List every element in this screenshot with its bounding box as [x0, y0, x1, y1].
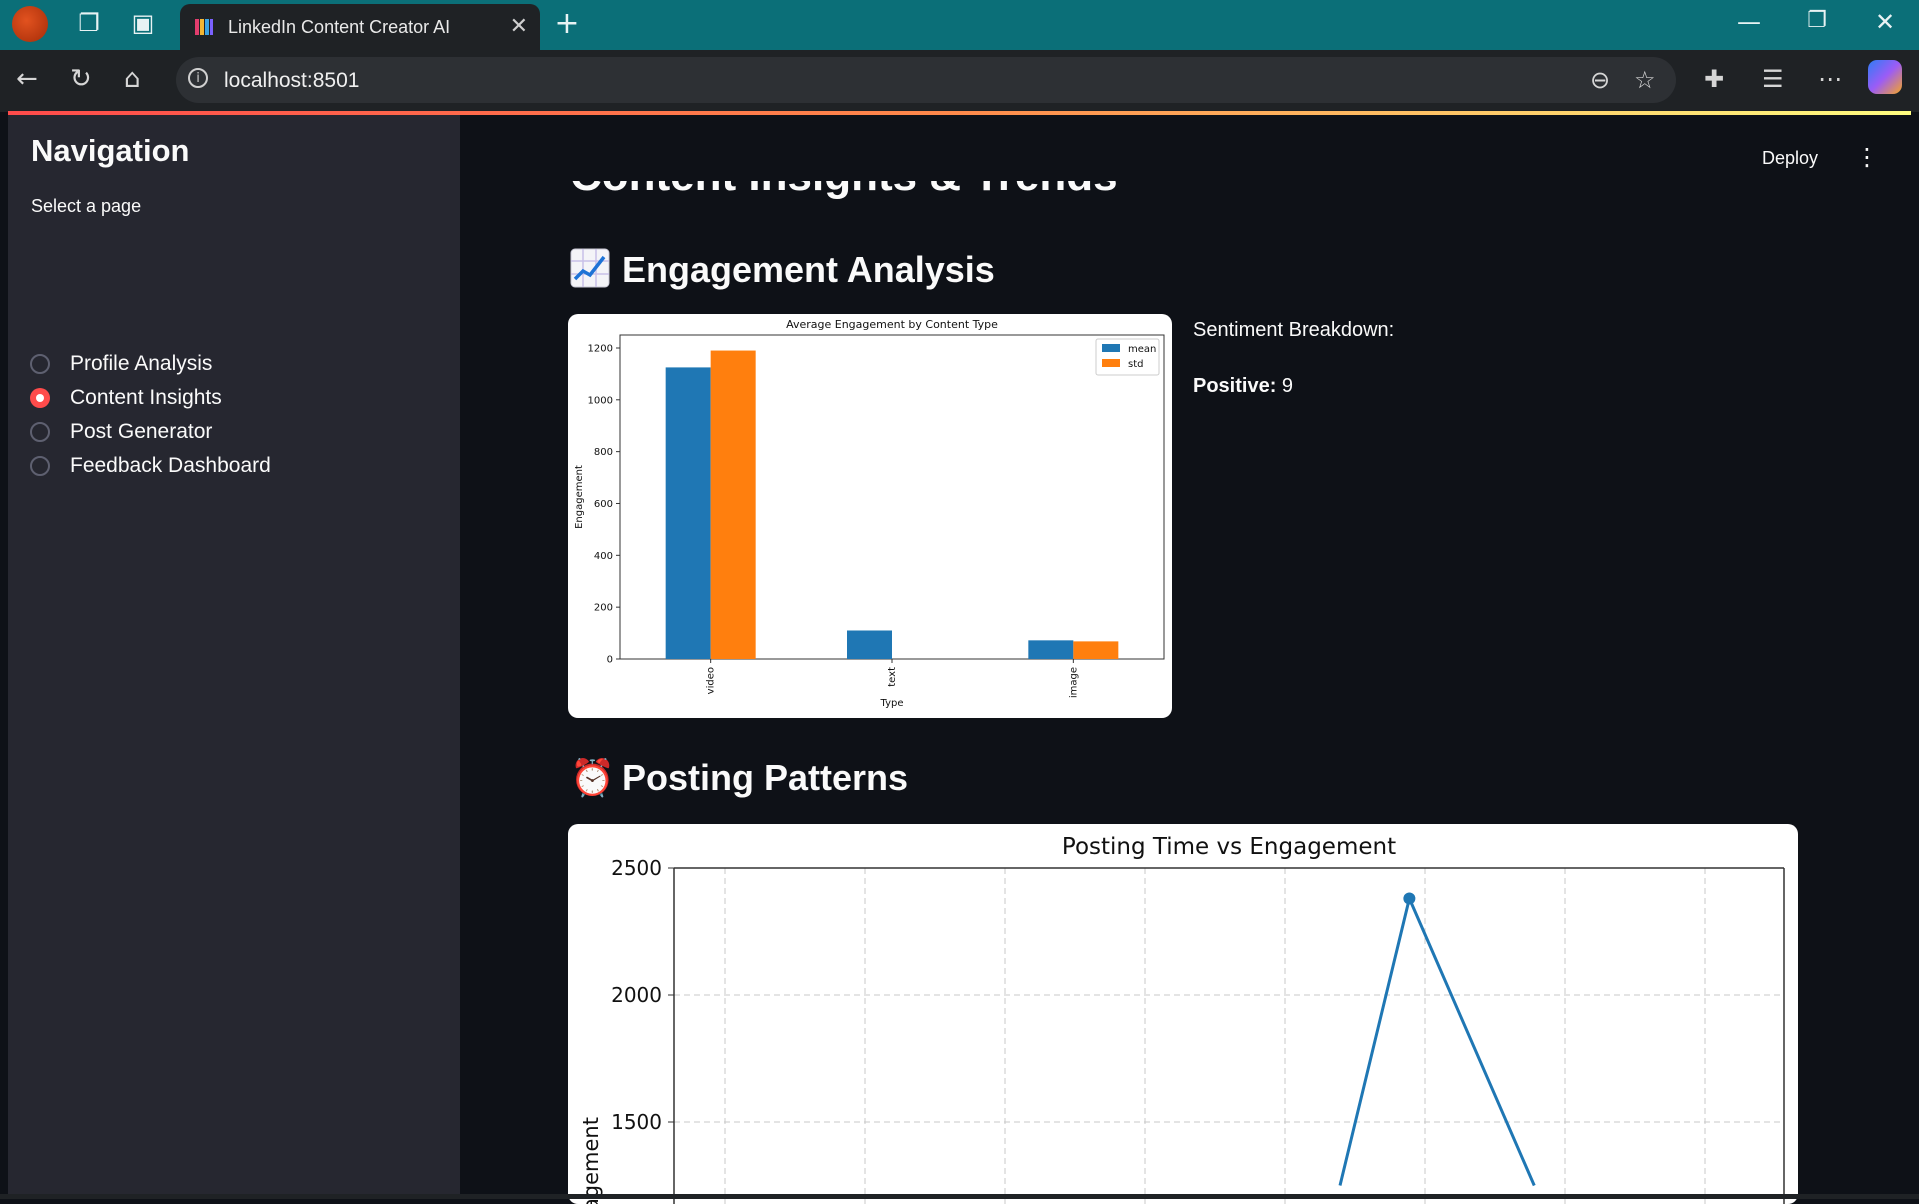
y-tick-label: 1200 [588, 343, 613, 354]
x-tick-label: text [887, 667, 898, 687]
radio-button-selected[interactable] [30, 388, 50, 408]
sidebar [8, 115, 460, 1194]
sentiment-positive: Positive: 9 [1193, 375, 1293, 398]
radio-label[interactable]: Content Insights [70, 386, 222, 409]
engagement-section-title: Engagement Analysis [570, 248, 995, 291]
sentiment-title: Sentiment Breakdown: [1193, 319, 1395, 341]
app-decoration-bar [8, 111, 1911, 115]
radio-button[interactable] [30, 456, 50, 476]
radio-button[interactable] [30, 354, 50, 374]
chart-increasing-icon [570, 248, 610, 288]
url-text[interactable]: localhost:8501 [224, 69, 360, 92]
radio-label[interactable]: Post Generator [70, 420, 213, 443]
sentiment-positive-label: Positive: [1193, 375, 1277, 397]
minimize-icon[interactable]: — [1737, 8, 1761, 36]
x-axis-label: Type [880, 698, 904, 709]
legend-swatch-std [1102, 359, 1120, 367]
radio-button[interactable] [30, 422, 50, 442]
bar-mean-text [847, 630, 892, 659]
close-window-icon[interactable]: ✕ [1874, 8, 1896, 36]
window-bottom-edge [0, 1194, 1919, 1199]
browser-tab[interactable]: LinkedIn Content Creator AI ✕ [180, 4, 540, 50]
profile-avatar[interactable] [12, 6, 48, 42]
y-axis-label: Engagement [574, 465, 585, 529]
y-tick-label: 2000 [611, 983, 662, 1007]
page-select-label: Select a page [31, 196, 142, 216]
y-tick-label: 2500 [611, 856, 662, 880]
copilot-icon[interactable] [1868, 60, 1902, 94]
posting-section-title: ⏰ Posting Patterns [570, 757, 908, 799]
favicon-icon [195, 19, 213, 35]
chart-title: Average Engagement by Content Type [786, 318, 998, 331]
posting-title-text: Posting Patterns [622, 757, 909, 798]
new-tab-icon[interactable]: + [554, 6, 580, 41]
y-axis-label: Engagement [579, 1117, 603, 1204]
reload-icon[interactable]: ↻ [70, 64, 92, 94]
more-icon[interactable]: ⋯ [1818, 65, 1842, 93]
favorite-star-icon[interactable]: ☆ [1634, 66, 1656, 94]
posting-line-chart: Posting Time vs Engagement Engagement 1500… [579, 834, 1785, 1204]
posting-chart: Posting Time vs Engagement Engagement 1500… [568, 824, 1798, 1204]
favorites-icon[interactable]: ☰ [1762, 65, 1784, 93]
alarm-clock-icon: ⏰ [570, 758, 615, 799]
y-tick-label: 200 [594, 603, 613, 614]
back-icon[interactable]: ← [16, 64, 38, 94]
legend-swatch-mean [1102, 344, 1120, 352]
engagement-bar-chart: Average Engagement by Content Type Type En… [574, 318, 1165, 709]
bar-std-image [1073, 641, 1119, 659]
workspaces-icon[interactable]: ❐ [78, 9, 100, 37]
sidebar-title: Navigation [31, 133, 190, 168]
deploy-button[interactable]: Deploy [1762, 148, 1819, 168]
chart-title: Posting Time vs Engagement [1062, 834, 1396, 860]
engagement-chart: Average Engagement by Content Type Type En… [568, 314, 1172, 718]
more-vert-icon[interactable]: ⋮ [1855, 143, 1879, 171]
y-tick-label: 1000 [588, 395, 613, 406]
restore-icon[interactable]: ❐ [1807, 8, 1827, 33]
data-point [1403, 892, 1416, 905]
bar-std-video [710, 350, 756, 659]
address-bar[interactable]: i localhost:8501 ⊖ ☆ [176, 57, 1676, 103]
x-tick-label: image [1068, 667, 1079, 698]
browser-toolbar: ← ↻ ⌂ i localhost:8501 ⊖ ☆ ✚ ☰ ⋯ [0, 50, 1919, 112]
sentiment-positive-value: 9 [1281, 375, 1294, 397]
y-tick-label: 400 [594, 551, 613, 562]
zoom-out-icon[interactable]: ⊖ [1590, 66, 1611, 94]
series-line [1338, 893, 1536, 1187]
page-title: Content Insights & Trends [570, 181, 1118, 201]
extensions-icon[interactable]: ✚ [1704, 65, 1725, 93]
radio-label[interactable]: Profile Analysis [70, 352, 213, 375]
radio-label[interactable]: Feedback Dashboard [70, 454, 271, 477]
home-icon[interactable]: ⌂ [124, 64, 141, 94]
engagement-title-text: Engagement Analysis [622, 249, 995, 290]
tab-title: LinkedIn Content Creator AI [228, 17, 451, 37]
x-tick-label: video [706, 667, 717, 694]
y-tick-label: 1500 [611, 1110, 662, 1134]
close-tab-icon[interactable]: ✕ [509, 14, 528, 39]
bar-mean-video [665, 367, 711, 659]
y-tick-label: 800 [594, 447, 613, 458]
browser-tab-bar: ❐ ▣ LinkedIn Content Creator AI ✕ + — ❐ … [0, 0, 1919, 50]
bar-mean-image [1028, 640, 1074, 659]
info-icon[interactable]: i [188, 68, 208, 88]
tab-actions-icon[interactable]: ▣ [131, 9, 155, 37]
y-tick-label: 0 [607, 655, 613, 666]
legend-label-std: std [1128, 359, 1143, 370]
legend-label-mean: mean [1128, 344, 1156, 355]
y-tick-label: 600 [594, 499, 613, 510]
